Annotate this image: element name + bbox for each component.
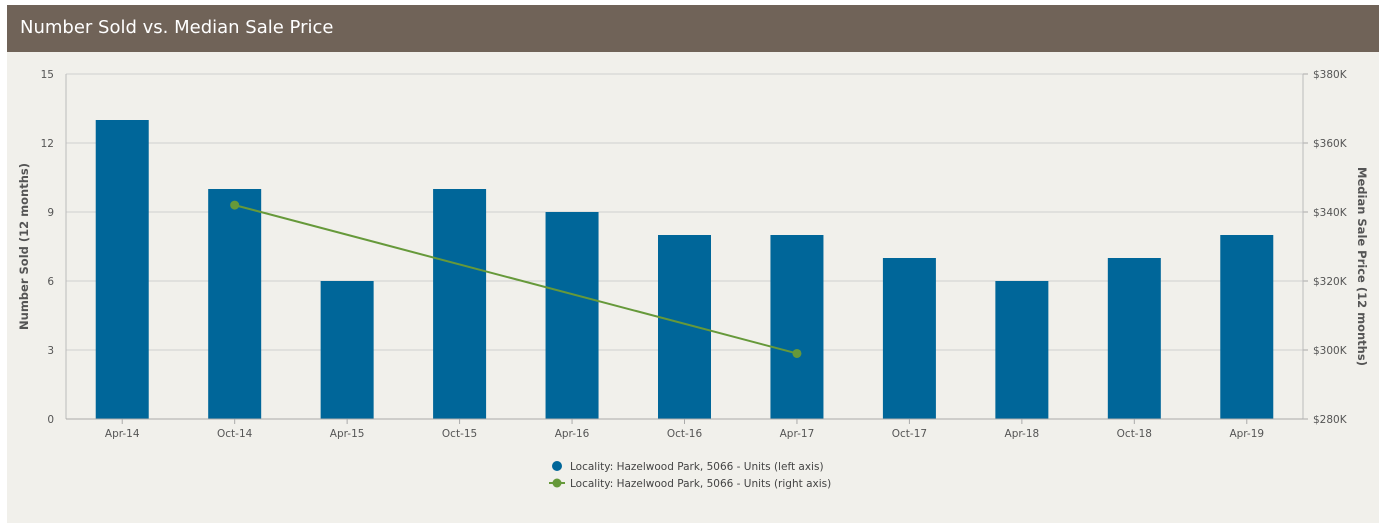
right-axis-title: Median Sale Price (12 months) (1355, 167, 1369, 366)
price-line (234, 204, 798, 355)
bar[interactable] (208, 189, 262, 419)
legend: Locality: Hazelwood Park, 5066 - Units (… (549, 461, 831, 490)
bar[interactable] (995, 281, 1049, 419)
legend-item-units-left[interactable]: Locality: Hazelwood Park, 5066 - Units (… (552, 461, 824, 473)
legend-label: Locality: Hazelwood Park, 5066 - Units (… (570, 461, 824, 473)
x-tick-label: Apr-17 (780, 428, 815, 440)
right-tick-label: $360K (1313, 138, 1348, 150)
bar[interactable] (95, 120, 149, 419)
left-tick-label: 3 (47, 345, 54, 357)
left-tick-label: 9 (47, 207, 54, 219)
legend-item-units-right[interactable]: Locality: Hazelwood Park, 5066 - Units (… (549, 478, 831, 490)
line-point[interactable] (792, 348, 802, 358)
x-tick-label: Oct-17 (892, 428, 927, 440)
legend-label: Locality: Hazelwood Park, 5066 - Units (… (570, 478, 831, 490)
x-tick-label: Apr-19 (1229, 428, 1264, 440)
bar[interactable] (545, 212, 599, 419)
x-tick-label: Apr-14 (105, 428, 140, 440)
bar[interactable] (770, 235, 824, 419)
x-tick-label: Apr-15 (330, 428, 365, 440)
bar[interactable] (1107, 258, 1161, 419)
x-tick-label: Oct-16 (667, 428, 703, 440)
left-tick-label: 0 (47, 414, 54, 426)
bar[interactable] (1220, 235, 1274, 419)
left-tick-label: 12 (41, 138, 54, 150)
right-tick-label: $340K (1313, 207, 1348, 219)
bar[interactable] (658, 235, 711, 419)
legend-marker-circle (552, 478, 562, 488)
x-tick-label: Apr-18 (1005, 428, 1040, 440)
left-tick-label: 15 (41, 69, 54, 81)
x-tick-label: Oct-18 (1117, 428, 1152, 440)
right-tick-label: $380K (1313, 69, 1348, 81)
legend-marker-circle (552, 461, 562, 471)
right-tick-label: $280K (1313, 414, 1348, 426)
line-point[interactable] (230, 200, 240, 210)
bar[interactable] (433, 189, 487, 419)
line-series (230, 200, 802, 358)
right-tick-label: $320K (1313, 276, 1348, 288)
axes: 0 3 6 9 12 15 $280K $300K $320K $340K $360K $380K Ap… (17, 69, 1369, 440)
chart-title: Number Sold vs. Median Sale Price (20, 17, 334, 38)
left-axis-title: Number Sold (12 months) (17, 163, 31, 330)
panel-header: Number Sold vs. Median Sale Price (7, 5, 1379, 52)
bar[interactable] (882, 258, 936, 419)
x-tick-label: Oct-14 (217, 428, 253, 440)
bar[interactable] (320, 281, 374, 419)
left-tick-label: 6 (47, 276, 54, 288)
x-tick-label: Oct-15 (442, 428, 477, 440)
x-tick-label: Apr-16 (555, 428, 590, 440)
right-tick-label: $300K (1313, 345, 1348, 357)
bar-series (95, 120, 1274, 419)
